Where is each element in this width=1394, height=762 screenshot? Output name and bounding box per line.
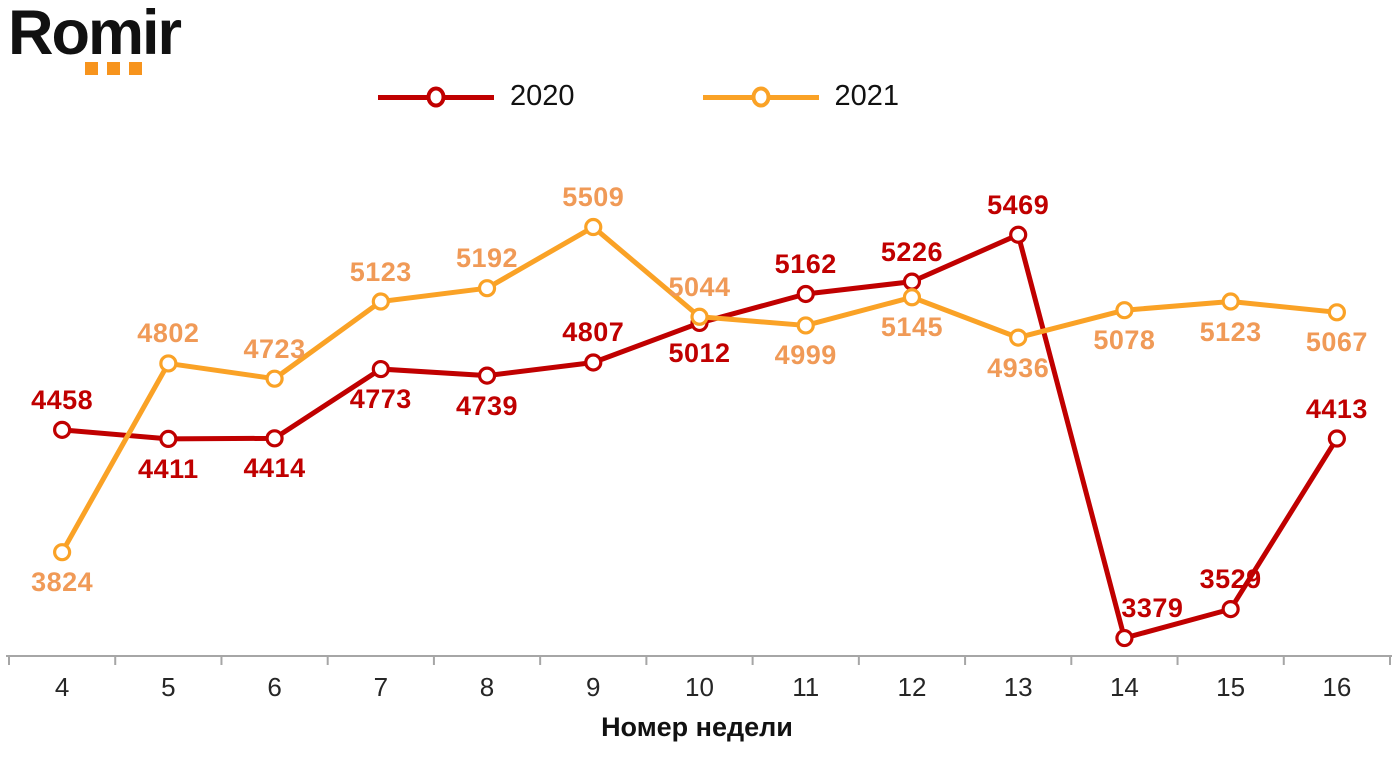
data-label-2021: 4999 [774,340,837,371]
data-point-marker [53,543,72,562]
data-point-marker [265,369,284,388]
x-axis-tick-label: 11 [792,672,820,702]
data-label-2020: 5226 [880,236,943,267]
data-label-2020: 4411 [138,453,199,484]
data-point-marker [159,354,178,373]
legend-item-2021: 2021 [702,80,900,113]
data-point-marker [371,359,390,379]
data-label-2021: 5192 [455,243,519,274]
romir-logo: Romir [8,2,228,82]
data-point-marker [902,272,922,291]
data-label-2021: 3824 [31,567,94,598]
x-axis-tick-label: 16 [1322,672,1352,702]
data-point-marker [1009,328,1028,347]
chart-legend: 2020 2021 [378,80,899,113]
logo-text: Romir [8,0,182,68]
data-point-marker [265,429,284,448]
data-label-2020: 5162 [774,248,837,279]
data-label-2021: 4936 [987,352,1050,383]
data-point-marker [1221,600,1240,619]
data-point-marker [1009,225,1028,244]
logo-dot-icon [85,62,98,75]
legend-label: 2020 [510,80,575,112]
x-axis-tick-label: 10 [685,672,714,702]
logo-dots [85,62,142,75]
data-point-marker [1221,292,1240,311]
data-label-2020: 4413 [1305,393,1368,424]
data-label-2020: 5469 [987,189,1050,220]
x-axis-tick-label: 4 [54,672,70,702]
logo-dot-icon [129,62,142,75]
data-point-marker [371,292,390,311]
data-label-2021: 4723 [243,333,306,364]
data-label-2021: 5078 [1093,325,1156,356]
data-point-marker [159,429,178,449]
legend-line-marker-icon [378,86,494,107]
data-point-marker [1115,628,1134,648]
data-label-2020: 3529 [1199,564,1262,595]
data-point-marker [584,353,603,372]
x-axis-tick-label: 15 [1216,672,1246,702]
data-point-marker [902,288,922,307]
data-label-2021: 4802 [137,318,200,349]
data-label-2020: 4773 [349,384,412,415]
data-label-2021: 5123 [349,256,412,287]
legend-label: 2021 [834,80,900,112]
x-axis-tick-label: 8 [479,672,495,702]
data-label-2020: 4739 [455,390,519,421]
logo-dot-icon [107,62,120,75]
x-axis-tick-label: 12 [897,672,927,702]
data-point-marker [1327,429,1346,448]
data-label-2021: 5145 [880,312,943,343]
data-point-marker [477,366,497,385]
data-label-2020: 3379 [1121,593,1184,624]
x-axis-tick-label: 7 [373,672,389,702]
data-label-2021: 5044 [668,271,731,302]
data-label-2021: 5509 [562,182,625,213]
data-point-marker [53,420,72,439]
x-axis-tick-label: 14 [1109,672,1139,702]
data-point-marker [796,284,815,304]
x-axis-title: Номер недели [601,712,793,742]
data-label-2020: 5012 [668,337,731,368]
legend-line-marker-icon [702,86,819,107]
data-point-marker [796,316,815,335]
x-axis-tick-label: 5 [161,672,176,702]
data-label-2020: 4807 [562,317,625,348]
data-point-marker [477,279,497,298]
data-label-2020: 4414 [243,453,306,484]
x-axis-tick-label: 13 [1003,672,1033,702]
legend-item-2020: 2020 [378,80,575,113]
data-label-2021: 5123 [1199,316,1262,347]
x-axis-tick-label: 6 [267,672,282,702]
x-axis-tick-label: 9 [586,672,601,702]
data-point-marker [690,307,709,326]
data-point-marker [584,217,603,237]
data-label-2021: 5067 [1305,327,1368,358]
data-point-marker [1327,303,1346,322]
data-point-marker [1115,301,1134,320]
data-label-2020: 4458 [31,384,94,415]
